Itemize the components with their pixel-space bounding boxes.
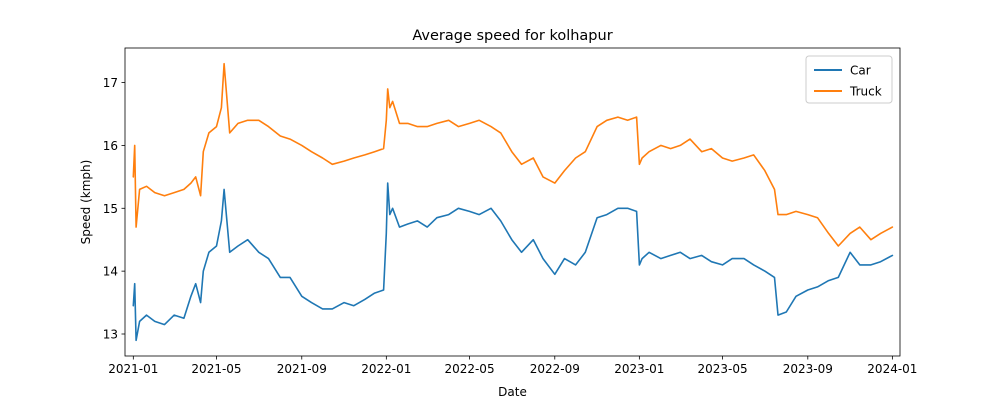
y-tick-label: 16 [103,139,118,153]
x-tick-label: 2023-01 [614,362,664,376]
plot-area [125,48,900,356]
legend-label-truck: Truck [849,85,882,99]
series-line-car [132,182,894,342]
y-tick-label: 14 [103,265,118,279]
series-line-truck [132,62,894,247]
x-tick-label: 2022-01 [361,362,411,376]
legend: Car Truck [805,55,893,104]
x-axis-label: Date [498,385,527,399]
y-tick-label: 15 [103,202,118,216]
x-tick-label: 2024-01 [867,362,917,376]
y-tick-label: 17 [103,76,118,90]
y-tick-label: 13 [103,328,118,342]
legend-label-car: Car [850,64,871,78]
x-tick-label: 2021-05 [191,362,241,376]
x-axis-ticks: 2021-01 2021-05 2021-09 2022-01 2022-05 2022-… [108,356,917,376]
plot-frame [124,47,901,357]
x-tick-label: 2023-05 [697,362,747,376]
x-tick-label: 2022-05 [444,362,494,376]
series-layer [132,62,894,342]
y-axis-ticks: 13 14 15 16 17 [103,76,125,342]
x-tick-label: 2021-09 [277,362,327,376]
x-tick-label: 2021-01 [108,362,158,376]
x-tick-label: 2022-09 [530,362,580,376]
x-tick-label: 2023-09 [783,362,833,376]
y-axis-label: Speed (kmph) [79,160,93,245]
chart-title: Average speed for kolhapur [412,28,612,44]
